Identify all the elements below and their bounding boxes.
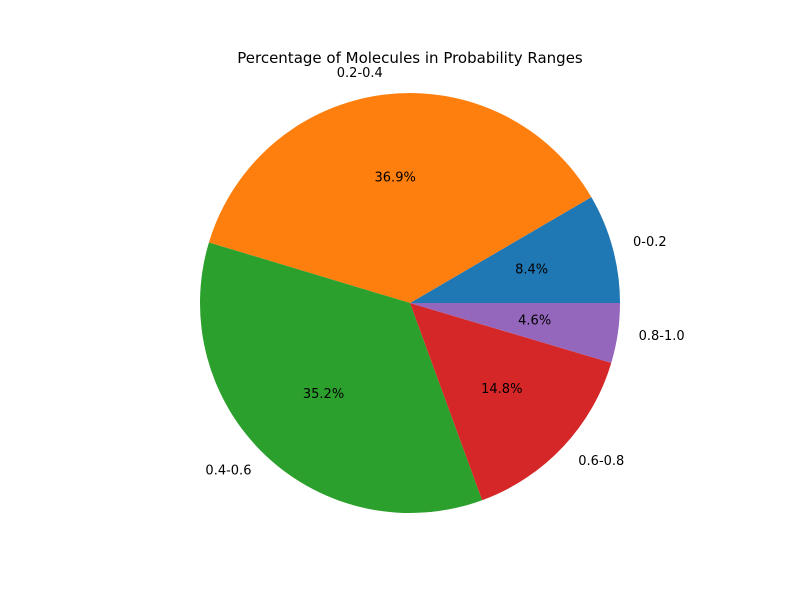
- pie-slice-0.6-0.8: [410, 303, 612, 501]
- pie-slices: [200, 93, 620, 513]
- slice-percent-0.8-1.0: 4.6%: [518, 314, 551, 329]
- pie-slice-0-0.2: [410, 197, 620, 303]
- slice-label-0.2-0.4: 0.2-0.4: [337, 66, 383, 81]
- chart-title: Percentage of Molecules in Probability R…: [237, 49, 583, 67]
- slice-label-0.8-1.0: 0.8-1.0: [639, 329, 685, 344]
- slice-percent-0.6-0.8: 14.8%: [481, 382, 522, 397]
- slice-label-0-0.2: 0-0.2: [633, 235, 667, 250]
- pie-slice-0.2-0.4: [208, 93, 592, 303]
- pie-slice-0.4-0.6: [200, 242, 483, 513]
- slice-label-0.6-0.8: 0.6-0.8: [578, 454, 624, 469]
- slice-percent-0.2-0.4: 36.9%: [375, 170, 416, 185]
- slice-label-0.4-0.6: 0.4-0.6: [205, 464, 251, 479]
- pie-slice-0.8-1.0: [410, 303, 620, 363]
- pie-labels: 0-0.2 8.4% 0.2-0.4 36.9% 0.4-0.6 35.2% 0.6-0.8…: [205, 66, 684, 478]
- slice-percent-0-0.2: 8.4%: [515, 263, 548, 278]
- slice-percent-0.4-0.6: 35.2%: [303, 387, 344, 402]
